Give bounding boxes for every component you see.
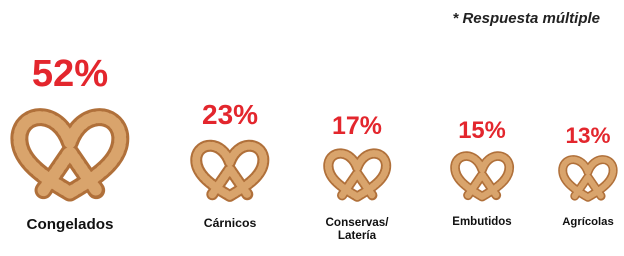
category-label: Congelados [27,216,114,233]
pretzel [558,153,618,202]
category-label: Conservas/ Latería [325,216,388,243]
value-label: 52% [32,52,108,96]
value-label: 13% [565,123,610,149]
pretzel [190,137,270,202]
value-label: 17% [332,112,382,141]
category-label: Cárnicos [204,216,257,230]
pretzel [450,149,514,202]
value-label: 15% [458,117,506,145]
category-label: Embutidos [452,216,511,229]
pretzel [10,104,130,202]
pretzel [323,146,391,202]
annotation: * Respuesta múltiple [452,10,600,27]
infographic: * Respuesta múltiple 52% Congelados 23% Cár… [0,0,624,256]
value-label: 23% [202,99,258,131]
category-label: Agrícolas [562,216,613,229]
